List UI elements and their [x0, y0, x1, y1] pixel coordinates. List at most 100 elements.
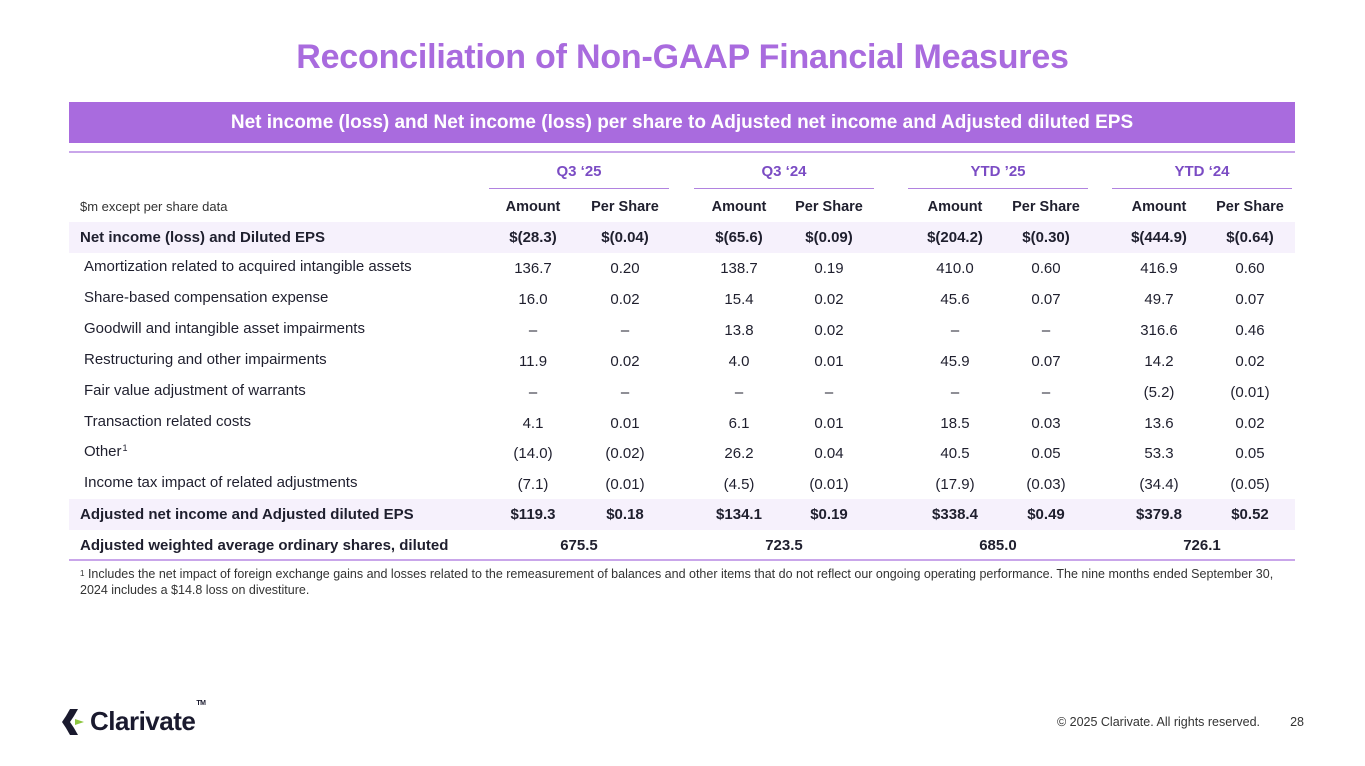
per-share-header: Per Share: [591, 199, 659, 215]
row-label: Restructuring and other impairments: [84, 344, 327, 375]
table-cell: $(65.6): [715, 229, 763, 246]
table-cell: $0.18: [606, 506, 644, 523]
row-label: Adjusted weighted average ordinary share…: [80, 537, 449, 554]
table-cell: $(0.04): [601, 229, 649, 246]
table-cell: 11.9: [518, 353, 548, 370]
amount-header: Amount: [711, 199, 767, 215]
table-cell: $134.1: [716, 506, 762, 523]
table-cell: –: [950, 384, 960, 401]
table-cell: 316.6: [1140, 322, 1178, 339]
table-cell: $(204.2): [927, 229, 983, 246]
table-cell: –: [528, 384, 538, 401]
table-cell: (7.1): [517, 476, 549, 493]
table-cell: (0.05): [1230, 476, 1270, 493]
table-cell: 0.46: [1235, 322, 1265, 339]
table-cell: $(0.30): [1022, 229, 1070, 246]
table-cell: 18.5: [940, 415, 970, 432]
table-cell: 0.02: [610, 353, 640, 370]
footnote-ref: 1: [122, 442, 128, 453]
table-cell: 0.07: [1235, 291, 1265, 308]
table-cell: 0.60: [1031, 260, 1061, 277]
table-cell: (14.0): [513, 445, 553, 462]
table-row: Other 1 (14.0) (0.02) 26.2 0.04 40.5 0.05 53.3 0.…: [69, 438, 1295, 469]
table-cell: –: [824, 384, 834, 401]
row-label-text: Share-based compensation expense: [84, 289, 329, 306]
table-cell: 726.1: [1183, 537, 1221, 554]
table-cell: 0.01: [814, 353, 844, 370]
table-row: Restructuring and other impairments 11.9 0…: [69, 346, 1295, 377]
table-row: Fair value adjustment of warrants – – – – – – (…: [69, 377, 1295, 408]
table-cell: 0.02: [814, 291, 844, 308]
table-row: Share-based compensation expense 16.0 0.02…: [69, 284, 1295, 315]
table-cell: 0.02: [814, 322, 844, 339]
table-cell: 15.4: [724, 291, 754, 308]
table-cell: 6.1: [728, 415, 750, 432]
table-cell: $(444.9): [1131, 229, 1187, 246]
table-cell: 0.05: [1235, 445, 1265, 462]
row-label: Adjusted net income and Adjusted diluted…: [80, 499, 414, 530]
table-cell: –: [620, 322, 630, 339]
row-label: Other 1: [84, 436, 128, 467]
table-cell: 723.5: [765, 537, 803, 554]
table-cell: –: [528, 322, 538, 339]
amount-header: Amount: [927, 199, 983, 215]
table-cell: $338.4: [932, 506, 978, 523]
column-group-underline: [694, 188, 874, 189]
table-cell: 13.6: [1144, 415, 1174, 432]
row-label: Transaction related costs: [84, 406, 251, 437]
clarivate-logo: ClarivateTM: [62, 700, 206, 737]
column-group-header: YTD ‘24: [1174, 163, 1230, 180]
table-cell: 16.0: [518, 291, 548, 308]
row-label-text: Transaction related costs: [84, 413, 252, 430]
per-share-header: Per Share: [795, 199, 863, 215]
row-label-text: Goodwill and intangible asset impairment…: [84, 320, 365, 337]
table-cell: –: [734, 384, 744, 401]
row-label-text: Amortization related to acquired intangi…: [84, 258, 412, 275]
per-share-header: Per Share: [1216, 199, 1284, 215]
divider: [69, 559, 1295, 561]
table-cell: 685.0: [979, 537, 1017, 554]
table-banner: Net income (loss) and Net income (loss) …: [69, 102, 1295, 143]
table-cell: 4.1: [522, 415, 544, 432]
table-cell: $0.52: [1231, 506, 1269, 523]
table-cell: 0.04: [814, 445, 844, 462]
row-label-text: Net income (loss) and Diluted EPS: [80, 229, 326, 246]
column-group-header: YTD ’25: [970, 163, 1026, 180]
table-row-shares: Adjusted weighted average ordinary share…: [69, 530, 1295, 561]
per-share-header: Per Share: [1012, 199, 1080, 215]
table-cell: (17.9): [935, 476, 975, 493]
amount-header: Amount: [505, 199, 561, 215]
table-cell: (0.01): [809, 476, 849, 493]
table-cell: $(28.3): [509, 229, 557, 246]
column-group-header: Q3 ‘24: [761, 163, 807, 180]
row-label-text: Other: [84, 443, 122, 460]
column-group-header: Q3 ‘25: [556, 163, 602, 180]
table-cell: 0.60: [1235, 260, 1265, 277]
footnote: 1 Includes the net impact of foreign exc…: [80, 566, 1290, 598]
table-cell: (0.01): [605, 476, 645, 493]
table-cell: $(0.64): [1226, 229, 1274, 246]
table-row: Adjusted net income and Adjusted diluted…: [69, 499, 1295, 530]
column-group-underline: [489, 188, 669, 189]
table-row: Transaction related costs 4.1 0.01 6.1 0.01 1…: [69, 408, 1295, 439]
amount-header: Amount: [1131, 199, 1187, 215]
table-cell: $379.8: [1136, 506, 1182, 523]
table-cell: (34.4): [1139, 476, 1179, 493]
table-cell: 136.7: [514, 260, 552, 277]
copyright: © 2025 Clarivate. All rights reserved.: [1056, 715, 1260, 729]
table-cell: 675.5: [560, 537, 598, 554]
unit-label: $m except per share data: [80, 199, 228, 214]
table-cell: 0.19: [814, 260, 844, 277]
table-cell: 0.05: [1031, 445, 1061, 462]
table-cell: 0.20: [610, 260, 640, 277]
table-cell: (0.01): [1230, 384, 1270, 401]
table-cell: (4.5): [723, 476, 755, 493]
table-cell: 26.2: [724, 445, 754, 462]
table-row: Income tax impact of related adjustments…: [69, 469, 1295, 500]
table-cell: 14.2: [1144, 353, 1174, 370]
table-cell: (0.02): [605, 445, 645, 462]
table-cell: 45.6: [940, 291, 970, 308]
table-cell: 0.03: [1031, 415, 1061, 432]
table-row: Amortization related to acquired intangi…: [69, 253, 1295, 284]
table-cell: $119.3: [510, 506, 556, 523]
